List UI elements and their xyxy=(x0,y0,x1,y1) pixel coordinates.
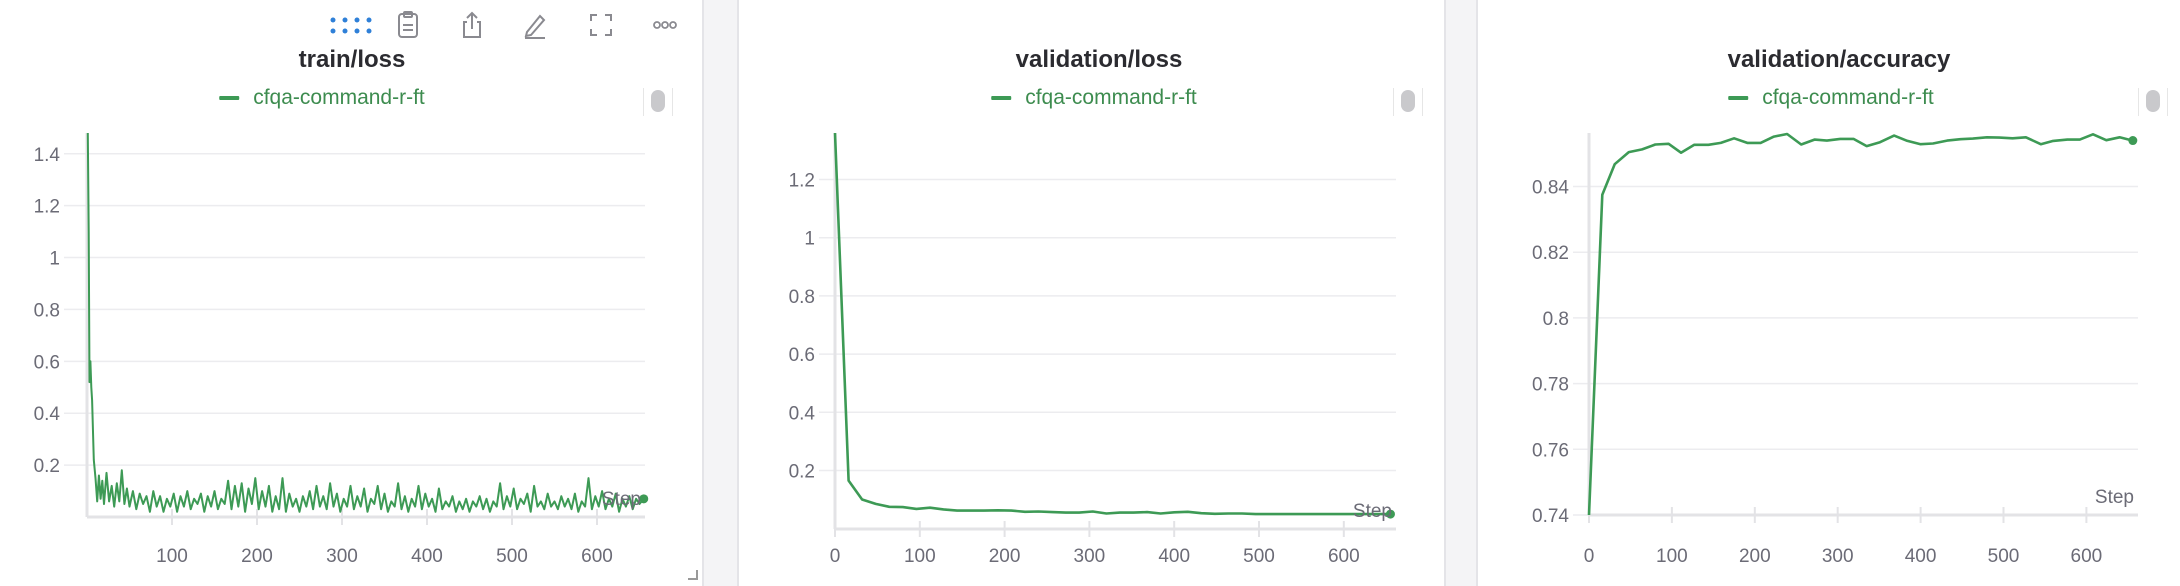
y-tick-label: 1 xyxy=(49,249,60,270)
x-tick-label: 0 xyxy=(1584,546,1595,567)
x-tick-label: 600 xyxy=(2071,546,2103,567)
legend-swatch xyxy=(1728,96,1749,100)
resize-handle[interactable] xyxy=(688,570,698,580)
series-end-point xyxy=(1385,509,1395,519)
legend-swatch xyxy=(219,96,240,100)
train-loss-chart: 0.2 0.4 0.6 0.8 1 1.2 1.4 100 200 300 400 500 600 Ste… xyxy=(34,132,649,567)
x-tick-label: 200 xyxy=(989,546,1021,567)
y-tick-label: 0.4 xyxy=(789,403,816,424)
y-tick-label: 1.2 xyxy=(789,171,815,192)
y-tick-label: 0.2 xyxy=(34,456,60,477)
y-tick-label: 0.4 xyxy=(34,404,61,425)
panel-train-loss: train/loss cfqa-command-r-ft 0.2 0.4 0.6 0.… xyxy=(0,0,704,586)
edit-icon[interactable] xyxy=(519,10,549,40)
x-tick-label: 100 xyxy=(156,546,188,567)
x-tick-label: 600 xyxy=(1328,546,1360,567)
legend-scrollbar[interactable] xyxy=(2138,88,2168,116)
y-tick-label: 0.6 xyxy=(34,352,60,373)
x-tick-label: 100 xyxy=(1656,546,1688,567)
legend-item[interactable]: cfqa-command-r-ft xyxy=(219,86,425,110)
clipboard-icon[interactable] xyxy=(393,10,423,40)
x-tick-label: 400 xyxy=(1158,546,1190,567)
x-tick-label: 500 xyxy=(1988,546,2020,567)
x-tick-label: 0 xyxy=(830,546,841,567)
legend-item[interactable]: cfqa-command-r-ft xyxy=(991,86,1197,110)
validation-accuracy-chart: 0.74 0.76 0.78 0.8 0.82 0.84 0 100 200 300 400 500 6… xyxy=(1532,132,2138,567)
validation-loss-chart: 0.2 0.4 0.6 0.8 1 1.2 0 100 200 300 400 500 600 Step xyxy=(789,132,1396,567)
series-line xyxy=(86,132,645,513)
series-line xyxy=(1587,132,2134,516)
y-tick-label: 1 xyxy=(804,229,815,250)
y-tick-label: 0.8 xyxy=(789,287,815,308)
drag-handle-icon[interactable] xyxy=(328,10,374,40)
legend-scrollbar[interactable] xyxy=(643,88,673,116)
series-end-point xyxy=(639,494,649,504)
y-tick-label: 1.2 xyxy=(34,197,60,218)
series-line xyxy=(833,132,1391,516)
x-tick-label: 300 xyxy=(326,546,358,567)
y-tick-label: 1.4 xyxy=(34,145,61,166)
y-tick-label: 0.2 xyxy=(789,461,815,482)
x-tick-label: 200 xyxy=(1739,546,1771,567)
x-tick-label: 300 xyxy=(1074,546,1106,567)
y-tick-label: 0.82 xyxy=(1532,243,1569,264)
legend-label: cfqa-command-r-ft xyxy=(253,86,425,109)
share-icon[interactable] xyxy=(457,10,487,40)
y-tick-label: 0.84 xyxy=(1532,178,1569,199)
x-tick-label: 600 xyxy=(581,546,613,567)
x-tick-label: 400 xyxy=(411,546,443,567)
panel-validation-loss: validation/loss cfqa-command-r-ft 0.2 0.4… xyxy=(737,0,1446,586)
x-axis-label: Step xyxy=(2095,487,2134,508)
legend-scrollbar[interactable] xyxy=(1393,88,1423,116)
x-tick-label: 500 xyxy=(1243,546,1275,567)
chart-title: train/loss xyxy=(298,46,406,73)
panel-validation-accuracy: validation/accuracy cfqa-command-r-ft 0.… xyxy=(1476,0,2180,586)
x-axis-label: Step xyxy=(1353,501,1392,522)
x-axis-label: Step xyxy=(602,489,641,510)
x-tick-label: 100 xyxy=(904,546,936,567)
chart-title: validation/accuracy xyxy=(1727,46,1951,73)
legend-swatch xyxy=(991,96,1012,100)
y-tick-label: 0.8 xyxy=(34,300,60,321)
legend-label: cfqa-command-r-ft xyxy=(1025,86,1197,109)
fullscreen-icon[interactable] xyxy=(586,10,616,40)
y-tick-label: 0.6 xyxy=(789,345,815,366)
series-end-point xyxy=(2128,136,2138,146)
x-tick-label: 500 xyxy=(496,546,528,567)
legend-label: cfqa-command-r-ft xyxy=(1762,86,1934,109)
more-icon[interactable] xyxy=(650,10,680,40)
x-tick-label: 200 xyxy=(241,546,273,567)
y-tick-label: 0.8 xyxy=(1543,309,1569,330)
y-tick-label: 0.76 xyxy=(1532,440,1569,461)
x-tick-label: 300 xyxy=(1822,546,1854,567)
y-tick-label: 0.74 xyxy=(1532,506,1569,527)
legend-item[interactable]: cfqa-command-r-ft xyxy=(1728,86,1934,110)
x-tick-label: 400 xyxy=(1905,546,1937,567)
chart-title: validation/loss xyxy=(1015,46,1183,73)
y-tick-label: 0.78 xyxy=(1532,375,1569,396)
